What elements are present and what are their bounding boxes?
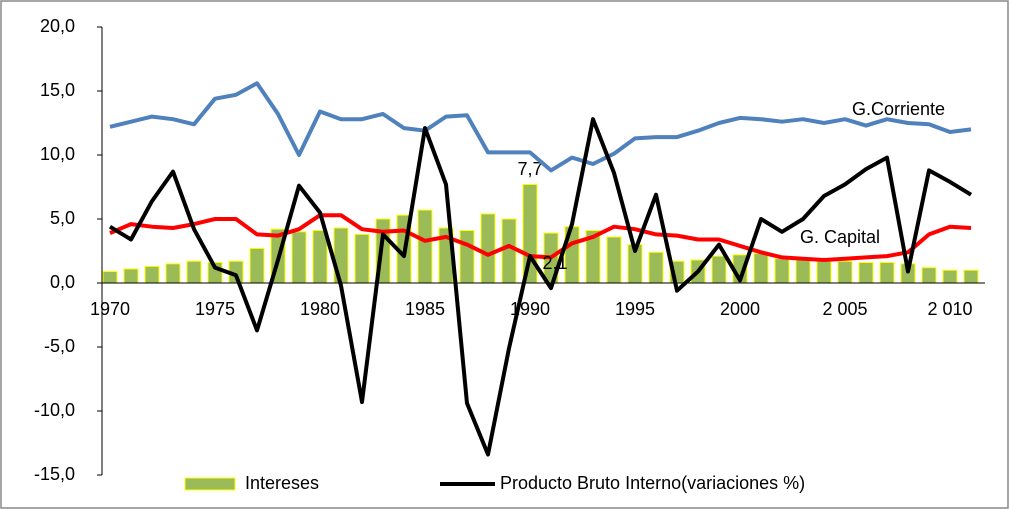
line (109, 81, 972, 173)
y-tick-label: -15,0 (34, 464, 75, 484)
x-tick-label: 1970 (90, 299, 130, 319)
bar (354, 233, 370, 284)
bar (165, 263, 181, 284)
series-label: G.Corriente (852, 99, 945, 119)
data-label: 7,7 (517, 159, 542, 179)
y-tick-label: 15,0 (40, 80, 75, 100)
x-tick-label: 1980 (300, 299, 340, 319)
legend-swatch (184, 477, 236, 491)
bar (837, 260, 853, 284)
legend-label: Producto Bruto Interno(variaciones %) (500, 473, 805, 493)
bar (753, 253, 769, 284)
bar (480, 213, 496, 284)
series-label: G. Capital (800, 227, 880, 247)
x-tick-label: 1975 (195, 299, 235, 319)
x-tick-label: 2 005 (822, 299, 867, 319)
bar (711, 255, 727, 284)
line (108, 117, 973, 457)
x-tick-label: 1995 (615, 299, 655, 319)
bar (774, 258, 790, 284)
data-label: 2,1 (542, 253, 567, 273)
bar (921, 267, 937, 284)
bar (648, 251, 664, 284)
bar (606, 236, 622, 284)
bar (963, 269, 979, 284)
legend-label: Intereses (245, 473, 319, 493)
y-tick-label: -10,0 (34, 400, 75, 420)
x-tick-label: 2 010 (927, 299, 972, 319)
x-tick-label: 1985 (405, 299, 445, 319)
bar (459, 230, 475, 284)
bar (522, 183, 538, 284)
y-tick-label: 10,0 (40, 144, 75, 164)
x-tick-label: 2000 (720, 299, 760, 319)
bar (816, 260, 832, 284)
bar (291, 231, 307, 284)
y-tick-label: 5,0 (50, 208, 75, 228)
bar (417, 209, 433, 284)
bar (102, 270, 118, 284)
bar (795, 259, 811, 284)
bar (879, 262, 895, 284)
line (109, 213, 972, 262)
y-tick-label: -5,0 (44, 336, 75, 356)
bar (312, 230, 328, 284)
bar (123, 268, 139, 284)
bar (249, 247, 265, 284)
y-tick-label: 20,0 (40, 16, 75, 36)
bar (186, 260, 202, 284)
bar (501, 218, 517, 284)
y-tick-label: 0,0 (50, 272, 75, 292)
bar (858, 262, 874, 284)
bar (942, 269, 958, 284)
bar (144, 265, 160, 284)
